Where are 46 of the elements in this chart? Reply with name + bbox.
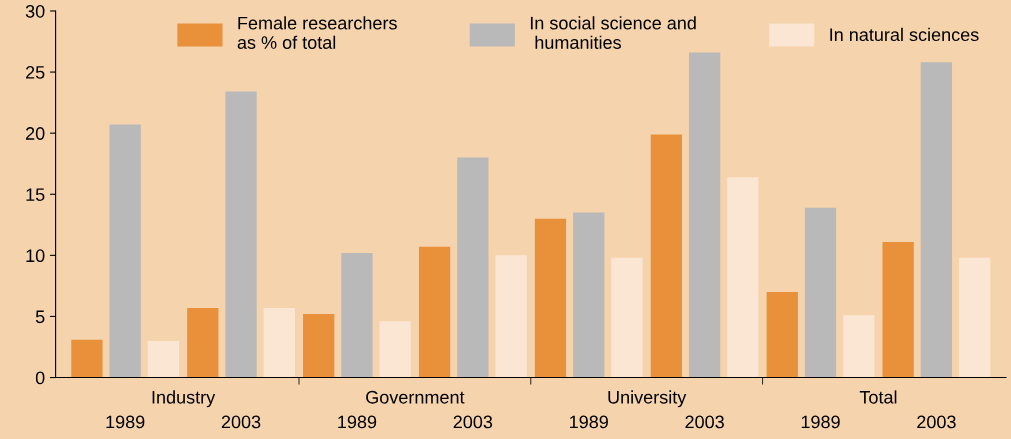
bar bbox=[611, 257, 643, 378]
x-tick-label: 2003 bbox=[685, 415, 724, 429]
bar bbox=[534, 218, 567, 378]
bar bbox=[457, 157, 489, 378]
bar bbox=[727, 177, 759, 378]
x-tick-label: 2003 bbox=[917, 415, 956, 429]
y-tick-label: 0 bbox=[35, 371, 45, 385]
text: Government bbox=[366, 390, 465, 404]
y-tick-label: 5 bbox=[35, 310, 45, 324]
legend-label: In natural sciences bbox=[830, 27, 979, 42]
x-tick-label: 2003 bbox=[453, 415, 493, 429]
bar bbox=[843, 315, 875, 378]
x-tick-label: 1989 bbox=[338, 415, 377, 429]
bar bbox=[495, 255, 527, 378]
legend-label: Female researchers as % of total bbox=[237, 16, 397, 49]
bar bbox=[71, 339, 103, 378]
bar bbox=[187, 307, 219, 378]
bar bbox=[882, 241, 914, 378]
bar bbox=[418, 246, 451, 378]
bar bbox=[804, 207, 837, 378]
text: University bbox=[608, 390, 687, 408]
bar bbox=[920, 62, 953, 378]
bar bbox=[147, 340, 180, 378]
bar bbox=[650, 134, 683, 378]
text: Industry bbox=[152, 390, 216, 408]
y-tick-label: 15 bbox=[26, 188, 45, 201]
x-tick-label: 1989 bbox=[570, 415, 608, 429]
bar bbox=[303, 314, 335, 378]
bar bbox=[109, 124, 141, 378]
bar bbox=[263, 307, 295, 378]
x-tick-label: 2003 bbox=[221, 415, 261, 429]
bar bbox=[379, 321, 411, 378]
bar bbox=[573, 212, 605, 378]
bar bbox=[341, 252, 373, 378]
bar bbox=[766, 292, 798, 378]
x-tick-label: 1989 bbox=[106, 415, 145, 429]
y-tick-label: 20 bbox=[26, 127, 45, 140]
x-tick-label: 1989 bbox=[801, 415, 840, 429]
y-tick-label: 10 bbox=[26, 249, 45, 263]
bar bbox=[225, 91, 257, 378]
text: Total bbox=[859, 390, 897, 404]
bar bbox=[959, 257, 991, 378]
y-tick-label: 25 bbox=[26, 66, 45, 79]
y-tick-label: 30 bbox=[25, 4, 45, 18]
legend-label: In social science and humanities bbox=[530, 16, 696, 49]
bar bbox=[688, 52, 721, 378]
